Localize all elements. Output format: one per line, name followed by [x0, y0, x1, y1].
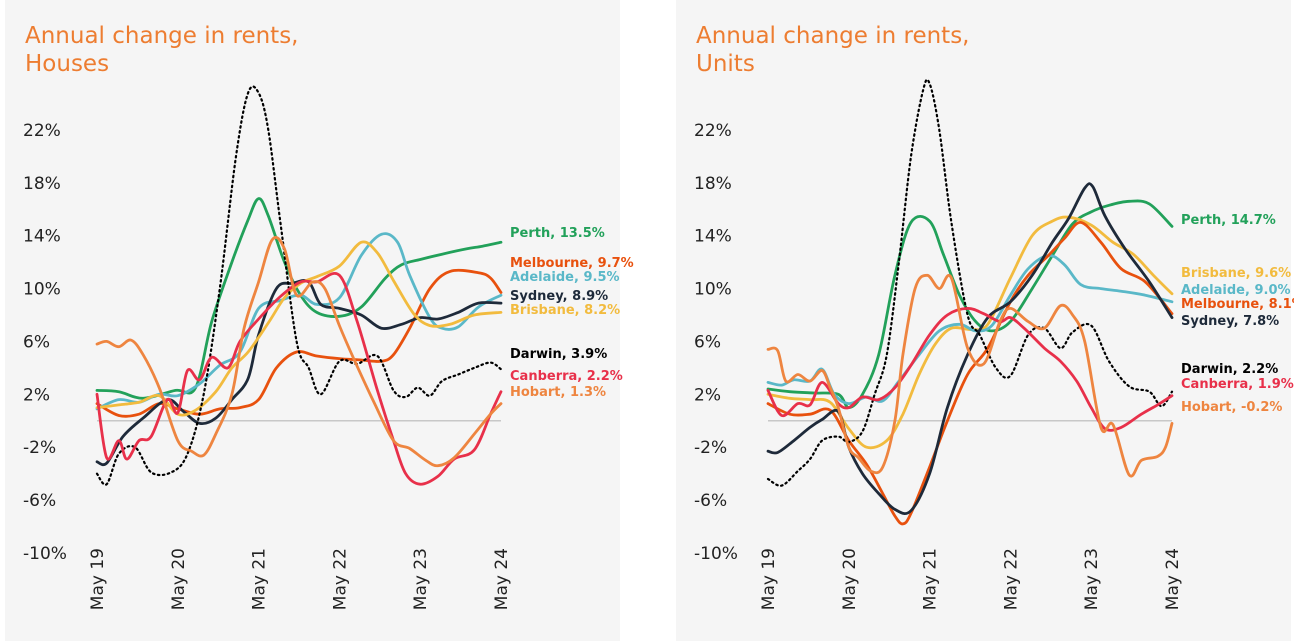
- x-tick-label: May 21: [921, 548, 941, 610]
- y-tick-label: -10%: [23, 544, 67, 564]
- x-tick-label: May 22: [1001, 548, 1021, 610]
- chart-title-line-2: Houses: [25, 51, 110, 77]
- y-tick-label: 14%: [23, 227, 61, 247]
- chart-title-line-1: Annual change in rents,: [25, 23, 299, 49]
- y-tick-label: 18%: [23, 174, 61, 194]
- y-tick-label: -2%: [23, 438, 56, 458]
- series-line-sydney: [766, 182, 1174, 516]
- x-tick-label: May 21: [250, 548, 270, 610]
- y-tick-label: -6%: [694, 491, 727, 511]
- y-tick-label: 22%: [23, 121, 61, 141]
- series-label-hobart: Hobart, 1.3%: [510, 385, 606, 400]
- series-line-brisbane: [95, 240, 503, 417]
- houses-chart-panel: Annual change in rents, Houses 22% 18% 14%…: [5, 0, 634, 641]
- chart-title: Annual change in rents, Houses: [25, 22, 298, 78]
- y-tick-label: 2%: [694, 385, 721, 405]
- series-label-adelaide: Adelaide, 9.5%: [510, 270, 620, 285]
- series-label-canberra: Canberra, 1.9%: [1181, 377, 1294, 392]
- x-tick-label: May 22: [330, 548, 350, 610]
- chart-title-line-1: Annual change in rents,: [696, 23, 970, 49]
- units-chart-panel: Annual change in rents, Units 22% 18% 14% 1…: [676, 0, 1294, 641]
- series-line-hobart: [766, 273, 1174, 478]
- series-label-melbourne: Melbourne, 9.7%: [510, 256, 634, 271]
- series-label-sydney: Sydney, 7.8%: [1181, 314, 1279, 329]
- series-line-perth: [95, 197, 503, 400]
- y-tick-label: 22%: [694, 121, 732, 141]
- x-tick-label: May 19: [88, 548, 108, 610]
- series-line-hobart: [95, 236, 503, 468]
- x-tick-label: May 24: [492, 548, 512, 610]
- x-tick-label: May 24: [1163, 548, 1183, 610]
- chart-title: Annual change in rents, Units: [696, 22, 969, 78]
- series-label-sydney: Sydney, 8.9%: [510, 289, 608, 304]
- y-tick-label: 18%: [694, 174, 732, 194]
- series-line-sydney: [95, 279, 503, 467]
- x-tick-label: May 20: [169, 548, 189, 610]
- series-label-adelaide: Adelaide, 9.0%: [1181, 283, 1291, 298]
- y-tick-label: 10%: [23, 280, 61, 300]
- x-tick-label: May 23: [1082, 548, 1102, 610]
- y-tick-label: 14%: [694, 227, 732, 247]
- y-tick-label: -10%: [694, 544, 738, 564]
- series-label-perth: Perth, 14.7%: [1181, 213, 1276, 228]
- x-tick-label: May 19: [759, 548, 779, 610]
- series-line-melbourne: [766, 221, 1174, 526]
- y-tick-label: 2%: [23, 385, 50, 405]
- houses-line-chart: 22% 18% 14% 10% 6% 2% -2% -6% -10% May 19 May 20 Ma…: [23, 85, 634, 610]
- series-line-canberra: [95, 271, 503, 486]
- series-label-brisbane: Brisbane, 9.6%: [1181, 266, 1291, 281]
- y-tick-label: 6%: [694, 332, 721, 352]
- series-label-darwin: Darwin, 3.9%: [510, 347, 607, 362]
- x-tick-label: May 23: [411, 548, 431, 610]
- series-label-darwin: Darwin, 2.2%: [1181, 362, 1278, 377]
- series-line-darwin: [766, 78, 1174, 487]
- chart-title-line-2: Units: [696, 51, 755, 77]
- series-label-canberra: Canberra, 2.2%: [510, 369, 623, 384]
- units-line-chart: 22% 18% 14% 10% 6% 2% -2% -6% -10% May 19 May 20 Ma…: [694, 78, 1294, 610]
- series-line-perth: [766, 199, 1174, 409]
- y-tick-label: -2%: [694, 438, 727, 458]
- series-label-perth: Perth, 13.5%: [510, 226, 605, 241]
- series-label-brisbane: Brisbane, 8.2%: [510, 303, 620, 318]
- y-tick-label: -6%: [23, 491, 56, 511]
- y-tick-label: 6%: [23, 332, 50, 352]
- x-tick-label: May 20: [840, 548, 860, 610]
- series-line-adelaide: [766, 254, 1174, 405]
- series-label-melbourne: Melbourne, 8.1%: [1181, 297, 1294, 312]
- y-tick-label: 10%: [694, 280, 732, 300]
- series-label-hobart: Hobart, -0.2%: [1181, 400, 1282, 415]
